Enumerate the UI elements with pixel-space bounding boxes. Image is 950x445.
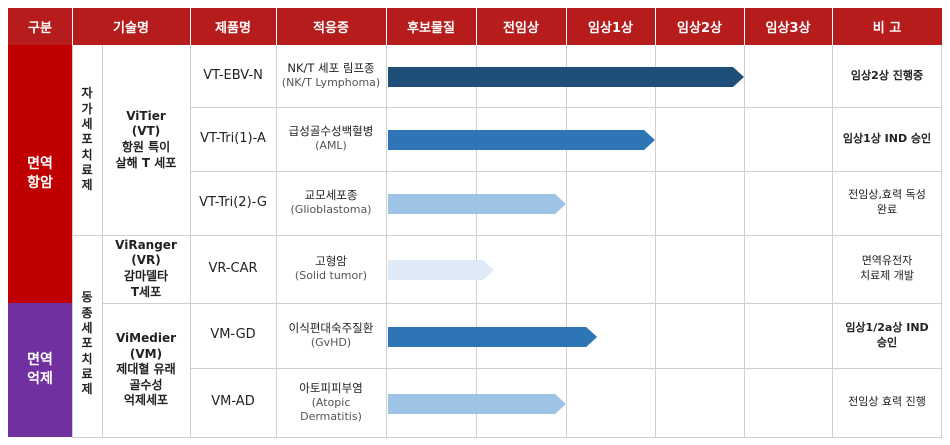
indication-english: (Atopic Dermatitis) xyxy=(300,395,362,423)
vertical-label-char: 료 xyxy=(81,163,93,178)
progress-arrow-shape xyxy=(388,393,566,414)
progress-arrow-shape xyxy=(388,67,744,87)
vertical-label-char: 동 xyxy=(81,290,93,305)
indication-cell: 아토피피부염 (Atopic Dermatitis) xyxy=(276,368,386,437)
indication-cell: 교모세포종 (Glioblastoma) xyxy=(276,171,386,235)
category-immunosuppression: 면역 억제 xyxy=(8,303,72,437)
note-cell: 전임상,효력 독성 완료 xyxy=(848,188,926,216)
progress-arrow-shape xyxy=(388,260,494,280)
indication-name: 급성골수성백혈병 xyxy=(288,124,374,139)
indication-name: 고형암 xyxy=(315,254,347,269)
note-cell: 임상1상 IND 승인 xyxy=(842,131,932,145)
product-name: VT-Tri(1)-A xyxy=(200,130,266,146)
note-cell: 전임상 효력 진행 xyxy=(848,395,926,409)
progress-arrow-shape xyxy=(388,194,566,214)
product-name: VT-EBV-N xyxy=(203,67,263,83)
tech-vitier: ViTier (VT) 항원 특이 살해 T 세포 xyxy=(115,108,177,170)
indication-name: 교모세포종 xyxy=(304,188,358,203)
note-cell: 임상2상 진행중 xyxy=(850,68,924,82)
indication-english: (NK/T Lymphoma) xyxy=(281,76,381,90)
pipeline-progress-arrow xyxy=(388,130,655,150)
vertical-label-char: 포 xyxy=(81,132,93,147)
pipeline-progress-arrow xyxy=(388,326,598,347)
note-cell: 면역유전자 치료제 개발 xyxy=(859,254,915,282)
vertical-label-char: 제 xyxy=(81,382,93,397)
product-name: VT-Tri(2)-G xyxy=(199,194,267,210)
category-immuno-oncology: 면역 항암 xyxy=(8,45,72,303)
header-tech: 기술명 xyxy=(72,8,190,45)
indication-name: 이식편대숙주질환 xyxy=(288,320,374,335)
vertical-label-char: 포 xyxy=(81,336,93,351)
vertical-label-char: 세 xyxy=(81,116,93,131)
vertical-label-char: 치 xyxy=(81,351,93,366)
vertical-label-char: 치 xyxy=(81,147,93,162)
product-name: VM-GD xyxy=(210,327,256,343)
vertical-label-char: 제 xyxy=(81,178,93,193)
pipeline-progress-arrow xyxy=(388,393,566,414)
note-cell: 임상1/2a상 IND 승인 xyxy=(845,320,929,349)
pipeline-progress-arrow xyxy=(388,67,744,87)
indication-cell: 급성골수성백혈병 (AML) xyxy=(276,107,386,171)
indication-english: (Glioblastoma) xyxy=(290,203,372,217)
tech-viranger: ViRanger (VR) 감마델타 T세포 xyxy=(115,237,177,299)
vertical-label-char: 가 xyxy=(81,101,93,116)
indication-cell: 이식편대숙주질환 (GvHD) xyxy=(276,303,386,368)
indication-name: 아토피피부염 xyxy=(299,380,363,395)
header-product: 제품명 xyxy=(190,8,276,45)
vertical-label-char: 자 xyxy=(81,86,93,101)
indication-cell: NK/T 세포 림프종 (NK/T Lymphoma) xyxy=(276,45,386,107)
indication-name: NK/T 세포 림프종 xyxy=(287,61,375,76)
vertical-label-char: 세 xyxy=(81,320,93,335)
progress-arrow-shape xyxy=(388,130,655,150)
indication-english: (GvHD) xyxy=(310,335,352,349)
header-note: 비 고 xyxy=(832,8,942,45)
product-name: VM-AD xyxy=(211,394,255,410)
header-indication: 적응증 xyxy=(276,8,386,45)
product-name: VR-CAR xyxy=(208,260,258,276)
header-stage-candidate: 후보물질 xyxy=(386,8,476,45)
header-stage-preclinical: 전임상 xyxy=(476,8,566,45)
progress-arrow-shape xyxy=(388,326,598,347)
indication-english: (AML) xyxy=(315,139,347,153)
vertical-label-char: 종 xyxy=(81,305,93,320)
tech-vimedier: ViMedier (VM) 제대혈 유래 골수성 억제세포 xyxy=(115,331,177,408)
header-stage-phase3: 임상3상 xyxy=(744,8,832,45)
indication-cell: 고형암 (Solid tumor) xyxy=(276,235,386,303)
indication-english: (Solid tumor) xyxy=(294,269,368,283)
vertical-label-char: 료 xyxy=(81,367,93,382)
pipeline-progress-arrow xyxy=(388,260,494,280)
pipeline-progress-arrow xyxy=(388,194,566,214)
header-stage-phase2: 임상2상 xyxy=(655,8,744,45)
header-stage-phase1: 임상1상 xyxy=(566,8,655,45)
header-category: 구분 xyxy=(8,8,72,45)
